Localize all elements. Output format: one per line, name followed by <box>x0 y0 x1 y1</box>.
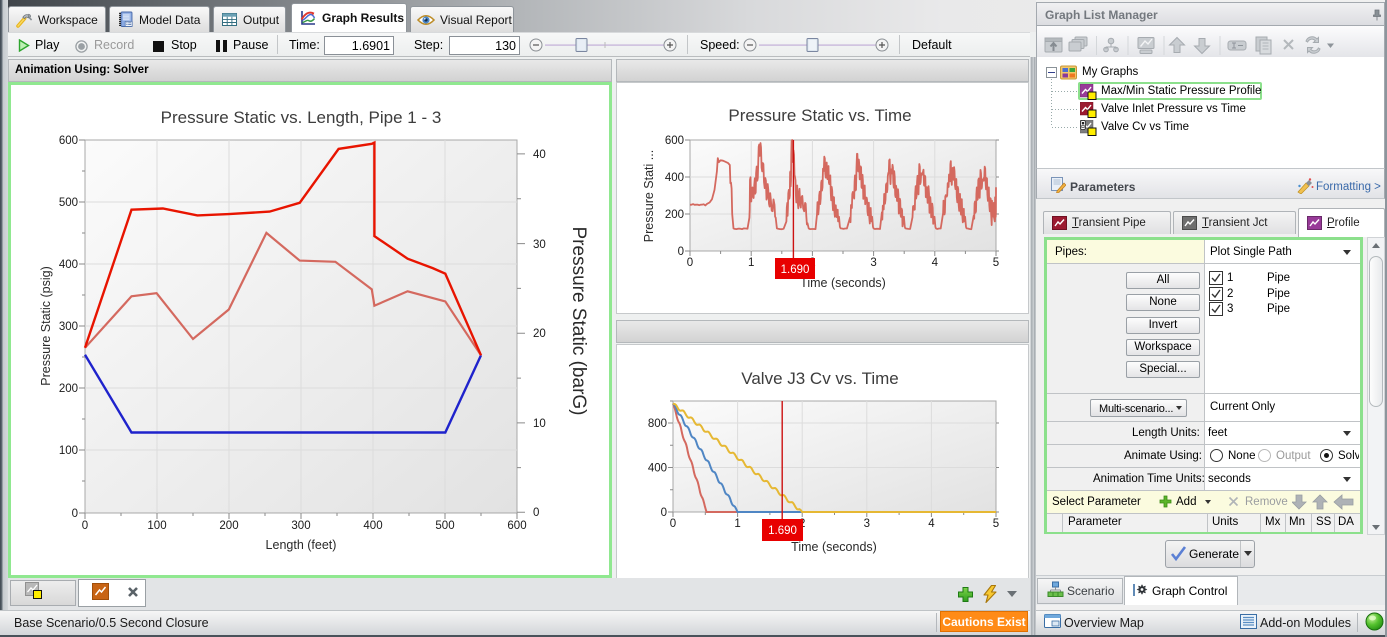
svg-text:30: 30 <box>533 239 546 251</box>
svg-text:500: 500 <box>435 520 454 532</box>
svg-text:300: 300 <box>291 520 310 532</box>
svg-text:Pressure Static vs. Length, Pi: Pressure Static vs. Length, Pipe 1 - 3 <box>161 108 442 127</box>
svg-text:3: 3 <box>864 518 870 530</box>
svg-text:600: 600 <box>507 520 526 532</box>
svg-text:300: 300 <box>59 321 78 333</box>
svg-text:200: 200 <box>219 520 238 532</box>
svg-text:Time (seconds): Time (seconds) <box>791 540 877 554</box>
svg-text:10: 10 <box>533 418 546 430</box>
svg-text:0: 0 <box>670 518 676 530</box>
svg-text:400: 400 <box>363 520 382 532</box>
svg-text:5: 5 <box>993 518 999 530</box>
svg-text:1: 1 <box>748 257 754 269</box>
svg-text:5: 5 <box>993 257 999 269</box>
svg-text:0: 0 <box>687 257 693 269</box>
svg-text:800: 800 <box>648 418 667 430</box>
svg-text:1: 1 <box>734 518 740 530</box>
svg-text:4: 4 <box>932 257 939 269</box>
svg-text:400: 400 <box>59 259 78 271</box>
svg-text:200: 200 <box>59 383 78 395</box>
svg-text:0: 0 <box>82 520 88 532</box>
svg-text:Pressure Stati ...: Pressure Stati ... <box>642 150 656 242</box>
svg-text:Time (seconds): Time (seconds) <box>800 276 886 290</box>
svg-text:600: 600 <box>665 135 684 147</box>
svg-text:Valve J3 Cv vs. Time: Valve J3 Cv vs. Time <box>741 369 898 388</box>
svg-text:Length (feet): Length (feet) <box>266 538 337 552</box>
svg-text:600: 600 <box>59 135 78 147</box>
svg-text:0: 0 <box>678 246 684 258</box>
svg-text:500: 500 <box>59 197 78 209</box>
svg-text:100: 100 <box>59 445 78 457</box>
svg-text:20: 20 <box>533 328 546 340</box>
svg-text:0: 0 <box>72 508 78 520</box>
svg-text:0: 0 <box>661 507 667 519</box>
svg-text:3: 3 <box>870 257 876 269</box>
svg-text:Pressure Static (barG): Pressure Static (barG) <box>568 227 589 416</box>
svg-text:40: 40 <box>533 149 546 161</box>
svg-text:0: 0 <box>533 507 539 519</box>
svg-text:400: 400 <box>648 463 667 475</box>
svg-text:100: 100 <box>147 520 166 532</box>
svg-text:1.690: 1.690 <box>781 264 810 276</box>
svg-text:400: 400 <box>665 172 684 184</box>
svg-text:200: 200 <box>665 209 684 221</box>
svg-text:Pressure Static (psig): Pressure Static (psig) <box>39 266 53 385</box>
svg-text:1.690: 1.690 <box>768 525 797 537</box>
svg-text:Pressure Static vs. Time: Pressure Static vs. Time <box>728 106 911 125</box>
svg-text:4: 4 <box>928 518 935 530</box>
